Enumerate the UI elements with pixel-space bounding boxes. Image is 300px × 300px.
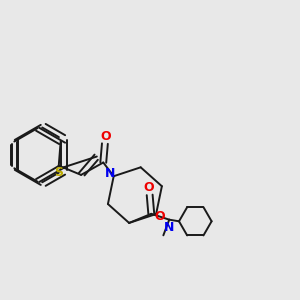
Text: S: S: [54, 166, 63, 179]
Text: O: O: [155, 210, 165, 223]
Text: N: N: [105, 167, 116, 180]
Text: N: N: [164, 221, 174, 234]
Text: O: O: [100, 130, 110, 143]
Text: O: O: [144, 181, 154, 194]
